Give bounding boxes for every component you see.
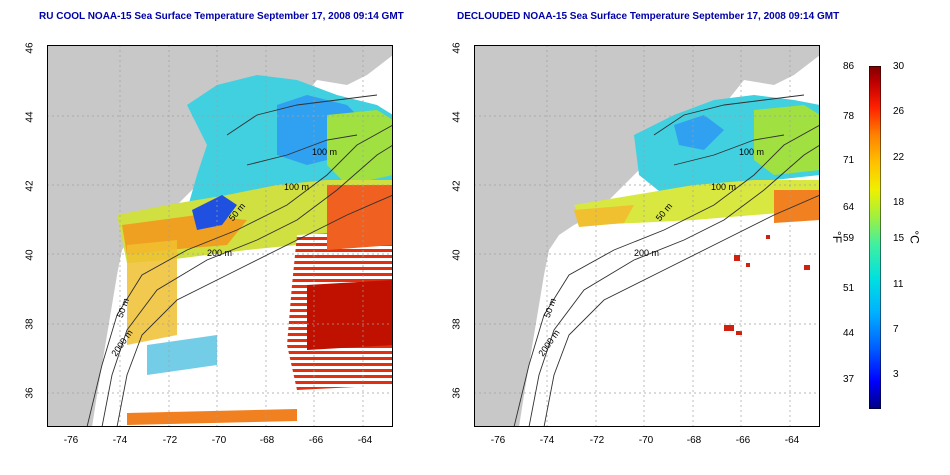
colorbar-f-label: 37 [843, 374, 855, 385]
sst-west-stripes [127, 240, 177, 345]
left-map [47, 45, 393, 427]
y-tick-label: 44 [24, 111, 36, 123]
land-mass [474, 45, 820, 427]
colorbar-f-label: 78 [843, 111, 855, 122]
x-tick-label: -68 [259, 435, 275, 446]
x-tick-label: -74 [539, 435, 555, 446]
colorbar-f-label: 51 [843, 283, 855, 294]
colorbar [869, 66, 881, 409]
celsius-unit-label: °C [907, 230, 922, 244]
sst-gulf-maine [674, 115, 724, 150]
right-map-frame [474, 45, 820, 427]
sst-scotian [327, 110, 393, 185]
sst-bottom [127, 409, 297, 425]
colorbar-c-label: 11 [893, 279, 904, 290]
colorbar-c-label: 7 [893, 324, 899, 335]
y-tick-label: 36 [24, 387, 36, 399]
contour-label-100m: 100 m [312, 147, 338, 157]
sst-shelf [574, 180, 820, 225]
left-map-frame [47, 45, 393, 427]
colorbar-c-label: 26 [893, 106, 905, 117]
y-tick-label: 42 [451, 180, 463, 192]
contour-label-100m: 100 m [284, 182, 310, 192]
x-tick-label: -76 [63, 435, 79, 446]
y-tick-label: 38 [24, 318, 36, 330]
left-title: RU COOL NOAA-15 Sea Surface Temperature … [39, 11, 404, 22]
land-mass [47, 45, 393, 427]
right-map-panel: 100 m 100 m 50 m 200 m 50 m 2000 m [474, 45, 820, 427]
colorbar-f-label: 44 [843, 328, 855, 339]
y-tick-label: 46 [451, 42, 463, 54]
x-tick-label: -68 [686, 435, 702, 446]
x-tick-label: -64 [357, 435, 373, 446]
y-tick-label: 46 [24, 42, 36, 54]
sst-east-orange [327, 185, 393, 250]
colorbar-f-label: 86 [843, 61, 855, 72]
x-tick-label: -76 [490, 435, 506, 446]
right-title: DECLOUDED NOAA-15 Sea Surface Temperatur… [457, 11, 840, 22]
colorbar-c-label: 15 [893, 233, 905, 244]
y-tick-label: 36 [451, 387, 463, 399]
contour-label-100m: 100 m [739, 147, 765, 157]
x-tick-label: -74 [112, 435, 128, 446]
x-tick-label: -70 [638, 435, 654, 446]
sst-shelf-orange [574, 205, 634, 227]
x-tick-label: -66 [308, 435, 324, 446]
colorbar-f-label: 71 [843, 155, 855, 166]
colorbar-c-label: 30 [893, 61, 905, 72]
colorbar-c-label: 18 [893, 197, 905, 208]
right-map [474, 45, 820, 427]
colorbar-c-label: 3 [893, 369, 899, 380]
sst-warm-core [307, 280, 393, 350]
x-tick-label: -70 [211, 435, 227, 446]
left-map-panel: 100 m 100 m 50 m 200 m 50 m 2000 m [47, 45, 393, 427]
fahrenheit-unit-label: °F [830, 230, 845, 244]
colorbar-f-label: 64 [843, 202, 855, 213]
y-tick-label: 40 [451, 249, 463, 261]
colorbar-c-label: 22 [893, 152, 905, 163]
y-tick-label: 44 [451, 111, 463, 123]
y-tick-label: 40 [24, 249, 36, 261]
x-tick-label: -64 [784, 435, 800, 446]
sst-east-orange [774, 190, 820, 223]
sst-south-patches [147, 335, 217, 375]
sst-scotian [754, 105, 820, 175]
x-tick-label: -72 [589, 435, 605, 446]
sst-cold-pool [192, 195, 237, 230]
colorbar-f-label: 59 [843, 233, 855, 244]
contour-label-200m: 200 m [634, 248, 660, 258]
x-tick-label: -72 [162, 435, 178, 446]
x-tick-label: -66 [735, 435, 751, 446]
contour-label-200m: 200 m [207, 248, 233, 258]
y-tick-label: 38 [451, 318, 463, 330]
contour-label-100m: 100 m [711, 182, 737, 192]
y-tick-label: 42 [24, 180, 36, 192]
